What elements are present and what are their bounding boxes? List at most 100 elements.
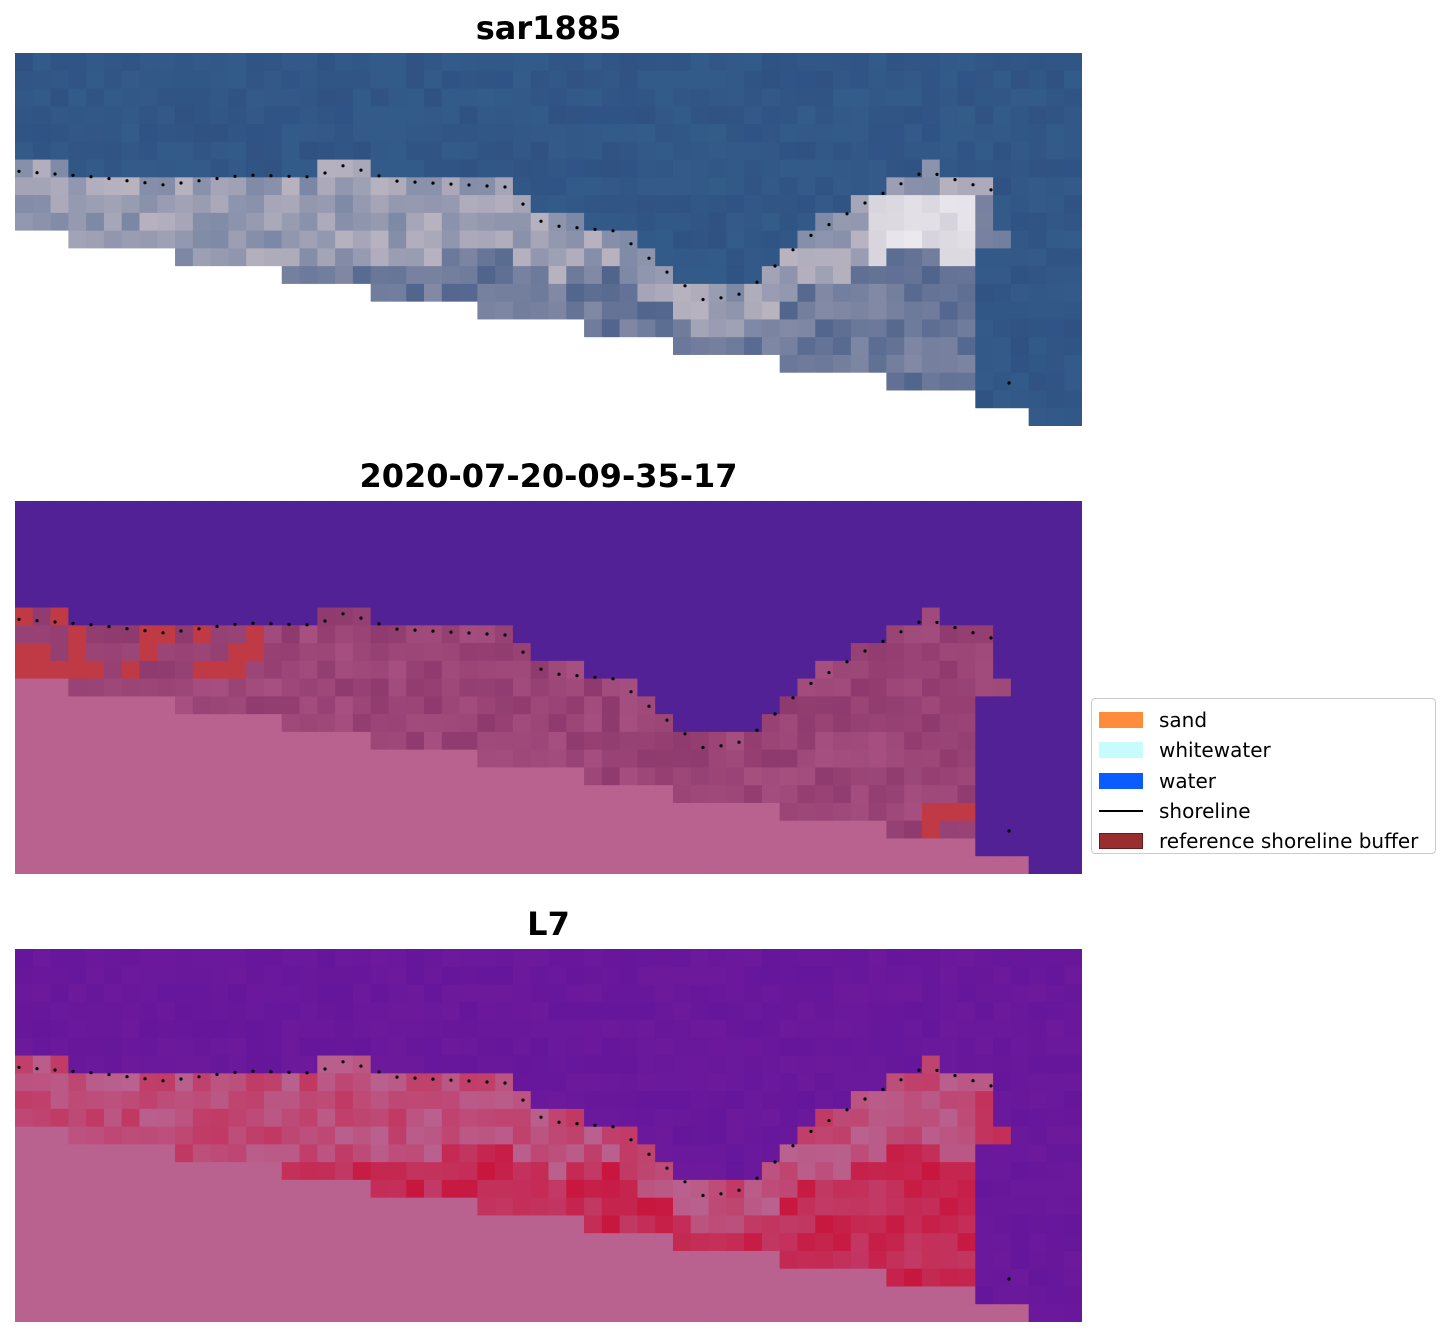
raster-pixel	[815, 1144, 834, 1163]
raster-pixel	[139, 1215, 158, 1234]
raster-pixel	[103, 141, 123, 161]
raster-pixel	[655, 177, 674, 196]
raster-pixel	[566, 678, 585, 697]
raster-pixel	[850, 660, 870, 680]
raster-pixel	[993, 301, 1012, 321]
raster-pixel	[228, 390, 247, 409]
raster-pixel	[904, 856, 923, 874]
raster-pixel	[708, 1091, 727, 1110]
raster-pixel	[477, 1002, 496, 1021]
raster-pixel	[530, 678, 550, 697]
raster-pixel	[139, 749, 158, 769]
raster-pixel	[317, 966, 336, 986]
raster-pixel	[477, 1055, 496, 1074]
raster-pixel	[708, 660, 727, 680]
raster-pixel	[424, 1286, 443, 1305]
raster-pixel	[50, 767, 69, 786]
raster-pixel	[548, 660, 567, 680]
raster-pixel	[210, 1250, 229, 1270]
raster-pixel	[157, 141, 176, 161]
raster-pixel	[939, 678, 959, 697]
raster-pixel	[993, 337, 1012, 356]
raster-pixel	[850, 1286, 870, 1305]
raster-pixel	[68, 501, 87, 520]
raster-pixel	[744, 1073, 763, 1092]
raster-pixel	[317, 266, 336, 285]
raster-pixel	[619, 1091, 639, 1110]
raster-pixel	[939, 589, 959, 609]
raster-pixel	[1028, 554, 1048, 573]
raster-pixel	[388, 984, 407, 1003]
raster-pixel	[726, 319, 745, 338]
shoreline-point	[881, 639, 885, 643]
raster-pixel	[406, 1233, 425, 1252]
raster-pixel	[708, 820, 727, 840]
raster-pixel	[797, 1179, 816, 1199]
raster-pixel	[352, 337, 372, 356]
raster-pixel	[957, 749, 976, 769]
raster-pixel	[424, 1073, 443, 1092]
raster-pixel	[335, 408, 354, 426]
raster-pixel	[459, 212, 478, 232]
raster-pixel	[993, 536, 1012, 555]
raster-pixel	[833, 554, 852, 573]
raster-pixel	[1028, 212, 1048, 232]
raster-pixel	[797, 1304, 816, 1322]
raster-pixel	[708, 767, 727, 786]
raster-pixel	[619, 1179, 639, 1199]
shoreline-point	[269, 622, 273, 626]
raster-pixel	[299, 820, 318, 840]
raster-pixel	[121, 838, 141, 857]
raster-pixel	[228, 70, 247, 90]
raster-pixel	[441, 390, 461, 409]
raster-pixel	[921, 536, 941, 555]
raster-pixel	[726, 749, 745, 769]
raster-pixel	[103, 984, 123, 1003]
raster-pixel	[1064, 230, 1082, 249]
raster-pixel	[388, 696, 407, 715]
raster-pixel	[672, 1268, 692, 1288]
raster-pixel	[601, 1126, 621, 1145]
raster-pixel	[548, 230, 567, 249]
raster-pixel	[175, 1144, 194, 1163]
raster-pixel	[477, 856, 496, 874]
raster-pixel	[246, 88, 265, 107]
raster-pixel	[68, 106, 87, 125]
raster-pixel	[1046, 124, 1065, 143]
raster-pixel	[121, 660, 141, 680]
raster-pixel	[886, 554, 905, 573]
raster-pixel	[477, 1197, 496, 1217]
raster-pixel	[299, 625, 318, 644]
raster-pixel	[121, 106, 141, 125]
raster-pixel	[50, 141, 69, 161]
raster-pixel	[708, 408, 727, 426]
raster-pixel	[601, 660, 621, 680]
raster-pixel	[797, 372, 816, 392]
raster-pixel	[833, 838, 852, 857]
raster-pixel	[726, 1197, 745, 1217]
shoreline-point	[449, 630, 453, 634]
raster-pixel	[530, 390, 550, 409]
raster-pixel	[317, 589, 336, 609]
raster-pixel	[299, 607, 318, 626]
raster-pixel	[424, 1091, 443, 1110]
raster-pixel	[68, 53, 87, 72]
raster-pixel	[210, 572, 229, 591]
raster-pixel	[886, 1250, 905, 1270]
raster-pixel	[352, 1002, 372, 1021]
raster-pixel	[939, 767, 959, 786]
raster-pixel	[1064, 1073, 1082, 1092]
raster-pixel	[868, 767, 887, 786]
raster-pixel	[352, 1233, 372, 1252]
raster-pixel	[975, 124, 994, 143]
raster-pixel	[175, 625, 194, 644]
raster-pixel	[352, 1286, 372, 1305]
raster-pixel	[637, 625, 656, 644]
raster-pixel	[939, 1162, 959, 1181]
shoreline-point	[917, 1068, 921, 1072]
raster-pixel	[335, 70, 354, 90]
raster-pixel	[779, 1020, 799, 1039]
shoreline-point	[395, 179, 399, 183]
raster-pixel	[86, 301, 105, 321]
raster-pixel	[1064, 1304, 1082, 1322]
